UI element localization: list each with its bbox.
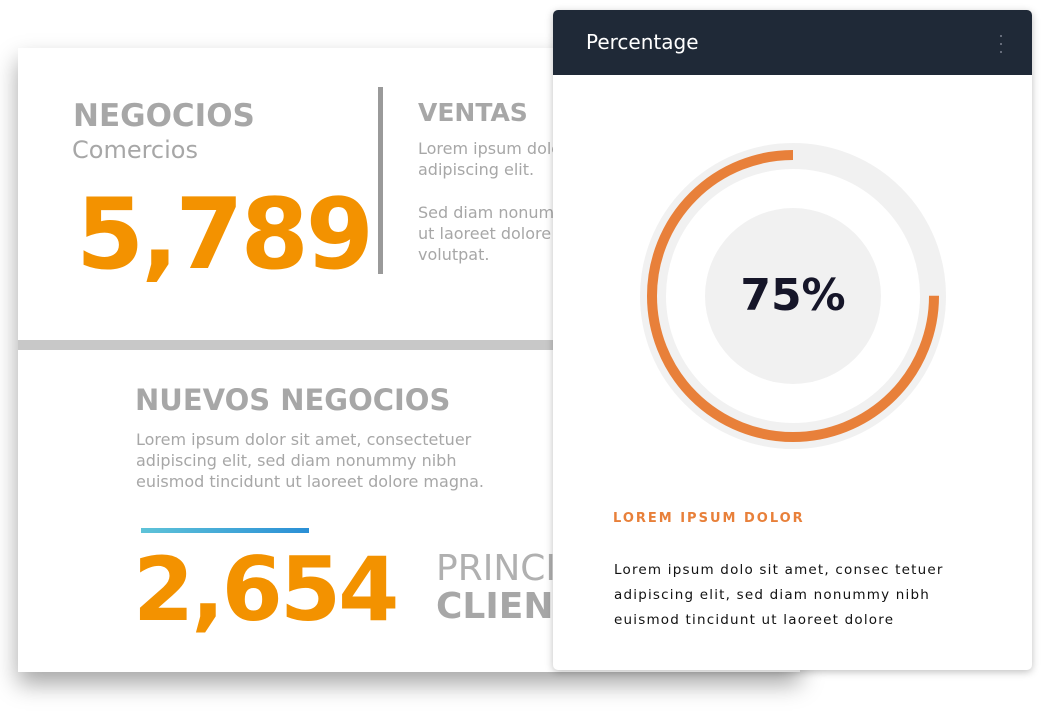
percentage-card: Percentage 75% LOREM IPSUM DOLOR Lorem i…	[553, 10, 1032, 670]
card-paragraph: Lorem ipsum dolo sit amet, consec tetuer…	[614, 558, 944, 633]
accent-bar	[141, 528, 309, 533]
negocios-subtitle: Comercios	[72, 136, 198, 164]
text-line: Lorem ipsum dolo sit amet, consec tetuer	[614, 562, 944, 578]
nuevos-paragraph: Lorem ipsum dolor sit amet, consectetuer…	[136, 429, 484, 492]
card-header: Percentage	[553, 10, 1032, 75]
text-line: euismod tincidunt ut laoreet dolore	[614, 612, 895, 628]
text-line: adipiscing elit.	[418, 160, 535, 179]
text-line: adipiscing elit, sed diam nonummy nibh	[614, 587, 930, 603]
vertical-rule	[378, 87, 383, 274]
percentage-label: 75%	[740, 270, 845, 321]
ventas-title: VENTAS	[418, 98, 528, 127]
nuevos-title: NUEVOS NEGOCIOS	[135, 383, 451, 417]
text-line: adipiscing elit, sed diam nonummy nibh	[136, 451, 457, 470]
negocios-number: 5,789	[76, 178, 374, 292]
negocios-title: NEGOCIOS	[73, 98, 255, 134]
donut-center	[705, 208, 881, 384]
nuevos-number: 2,654	[133, 538, 399, 641]
donut: 75%	[640, 143, 946, 449]
menu-button[interactable]	[999, 32, 1003, 56]
card-heading: LOREM IPSUM DOLOR	[613, 511, 805, 526]
divider-band	[18, 340, 800, 350]
text-line: Lorem ipsum dolor sit amet, consectetuer	[136, 430, 472, 449]
text-line: volutpat.	[418, 245, 490, 264]
text-line: euismod tincidunt ut laoreet dolore magn…	[136, 472, 485, 491]
card-title: Percentage	[586, 30, 699, 54]
donut-arc	[647, 150, 939, 442]
